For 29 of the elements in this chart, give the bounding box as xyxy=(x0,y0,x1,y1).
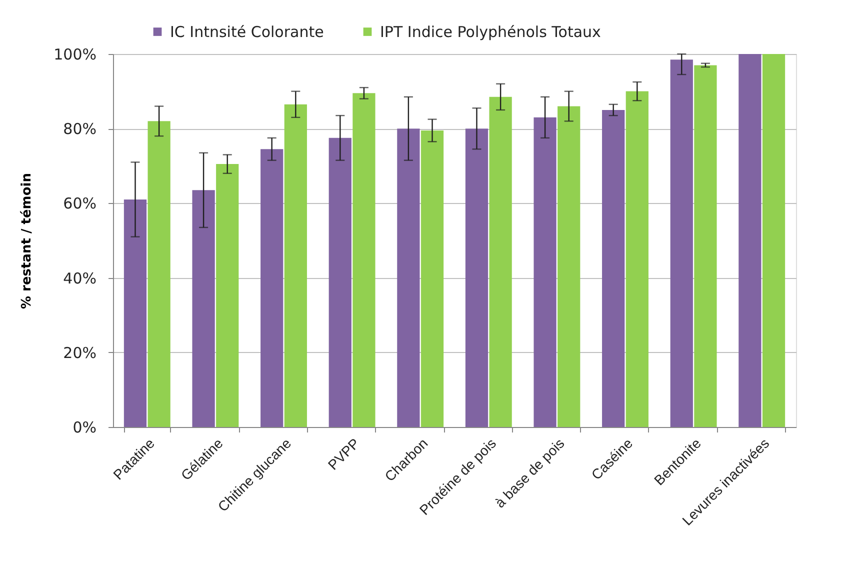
bar xyxy=(420,130,444,427)
bar xyxy=(148,121,170,427)
bar xyxy=(670,60,693,427)
y-axis-title: % restant / témoin xyxy=(20,173,35,309)
bar xyxy=(284,104,307,427)
bar xyxy=(694,65,717,427)
bar xyxy=(626,91,648,427)
legend-label: IPT Indice Polyphénols Totaux xyxy=(380,22,602,41)
bar xyxy=(216,164,239,427)
bar xyxy=(124,199,147,427)
bar xyxy=(489,96,512,427)
bar xyxy=(192,190,215,427)
bar xyxy=(534,117,556,427)
y-tick-label: 80% xyxy=(63,120,96,138)
y-tick-label: 60% xyxy=(63,194,96,213)
y-tick-label: 100% xyxy=(54,46,96,64)
bar xyxy=(352,93,376,427)
legend-label: IC Intnsité Colorante xyxy=(170,22,324,41)
bar xyxy=(465,128,488,427)
y-tick-label: 0% xyxy=(72,418,96,436)
bar xyxy=(558,106,580,427)
bar xyxy=(328,138,352,427)
bar xyxy=(738,54,762,427)
bar xyxy=(762,54,786,427)
bar xyxy=(602,110,625,427)
y-tick-label: 40% xyxy=(63,269,96,288)
bar xyxy=(397,128,420,427)
bar xyxy=(260,149,284,427)
y-tick-label: 20% xyxy=(63,344,96,362)
